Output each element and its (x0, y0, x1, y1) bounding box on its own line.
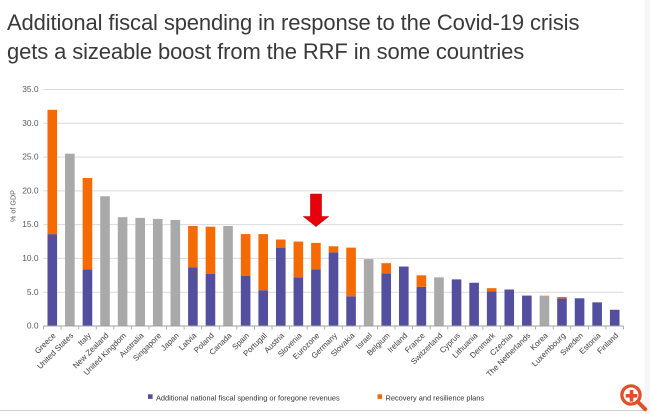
svg-text:0.0: 0.0 (27, 321, 39, 331)
svg-text:25.0: 25.0 (22, 152, 39, 162)
svg-text:30.0: 30.0 (22, 118, 39, 128)
svg-text:% of GDP: % of GDP (9, 190, 18, 222)
svg-text:10.0: 10.0 (22, 253, 39, 263)
svg-text:15.0: 15.0 (22, 219, 39, 229)
svg-text:20.0: 20.0 (22, 186, 39, 196)
svg-text:5.0: 5.0 (27, 287, 39, 297)
svg-text:Additional national fiscal spe: Additional national fiscal spending or f… (156, 394, 340, 403)
svg-text:Recovery and resilience plans: Recovery and resilience plans (386, 394, 485, 403)
svg-text:Japan: Japan (159, 331, 181, 353)
svg-text:35.0: 35.0 (22, 84, 39, 94)
